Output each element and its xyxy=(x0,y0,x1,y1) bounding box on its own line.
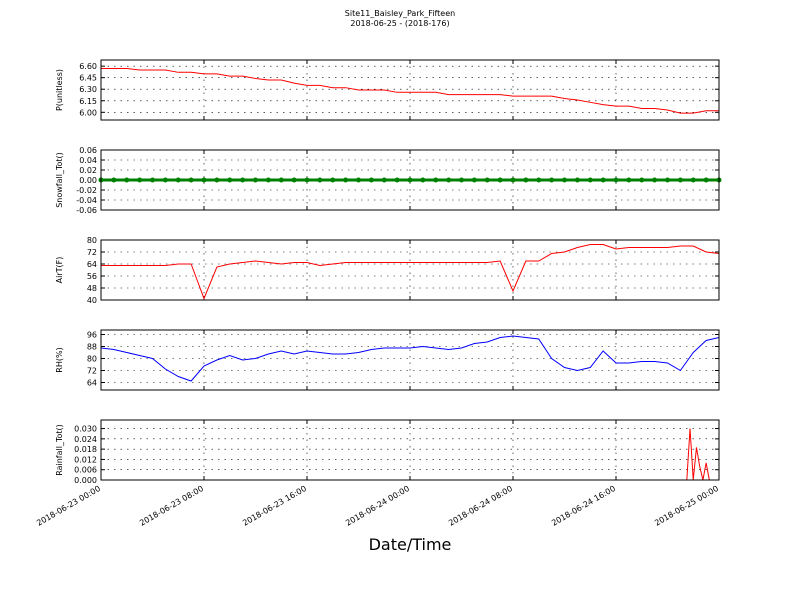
y-tick-label: 56 xyxy=(87,272,97,281)
data-line xyxy=(101,244,720,300)
y-tick-label: 88 xyxy=(87,343,97,352)
y-tick-label: 96 xyxy=(87,331,97,340)
y-tick-label: -0.02 xyxy=(76,186,97,195)
y-tick-label: 40 xyxy=(87,296,97,305)
data-point xyxy=(253,177,258,183)
data-point xyxy=(150,177,155,183)
data-point xyxy=(111,177,117,183)
data-point xyxy=(549,177,555,183)
data-point xyxy=(304,177,310,183)
y-axis-label: AirT(F) xyxy=(55,257,64,284)
data-point xyxy=(613,177,619,183)
data-point xyxy=(356,177,361,183)
data-point xyxy=(587,177,593,183)
plot-frame xyxy=(100,329,720,391)
plot-frame xyxy=(100,59,720,121)
y-tick-label: 0.012 xyxy=(74,455,97,464)
data-point xyxy=(407,177,413,183)
y-tick-label: 48 xyxy=(87,284,97,293)
data-line xyxy=(101,67,719,114)
data-point xyxy=(227,177,233,183)
data-point xyxy=(471,177,477,183)
data-point xyxy=(394,177,400,183)
plot-frame xyxy=(100,149,720,211)
data-point xyxy=(536,177,542,183)
data-point xyxy=(639,177,645,183)
y-axis-label: P(unitless) xyxy=(55,69,64,111)
data-point xyxy=(510,177,516,183)
data-point xyxy=(343,177,349,183)
y-tick-label: 6.00 xyxy=(79,108,97,117)
data-point xyxy=(265,177,271,183)
chart-subtitle: 2018-06-25 - (2018-176) xyxy=(350,19,449,28)
data-point xyxy=(690,177,696,183)
y-tick-label: 0.006 xyxy=(74,466,97,475)
data-point xyxy=(523,177,529,183)
x-axis-label: Date/Time xyxy=(369,535,452,554)
y-axis-label: Rainfall_Tot() xyxy=(55,424,64,476)
y-tick-label: 80 xyxy=(87,355,97,364)
y-axis-label: Snowfall_Tot() xyxy=(55,152,64,208)
data-point xyxy=(665,177,670,183)
data-point xyxy=(484,177,490,183)
data-point xyxy=(162,177,168,183)
y-tick-label: 72 xyxy=(87,248,97,257)
data-point xyxy=(497,177,503,183)
data-point xyxy=(459,177,464,183)
y-tick-label: 0.000 xyxy=(74,476,97,485)
data-point xyxy=(574,177,580,183)
data-point xyxy=(330,177,336,183)
y-tick-label: 0.00 xyxy=(79,176,97,185)
y-tick-label: 64 xyxy=(87,379,97,388)
y-tick-label: 0.02 xyxy=(79,166,97,175)
data-point xyxy=(420,177,426,183)
y-tick-label: 0.06 xyxy=(79,146,97,155)
data-point xyxy=(188,177,194,183)
data-point xyxy=(291,177,297,183)
y-tick-label: 72 xyxy=(87,367,97,376)
y-tick-label: 0.018 xyxy=(74,445,97,454)
data-point xyxy=(677,177,683,183)
y-tick-label: 80 xyxy=(87,236,97,245)
data-point xyxy=(433,177,439,183)
y-tick-label: 64 xyxy=(87,260,97,269)
data-line xyxy=(100,335,720,382)
data-point xyxy=(137,177,143,183)
plot-frame xyxy=(100,239,720,301)
data-point xyxy=(381,177,387,183)
y-tick-label: -0.06 xyxy=(76,206,97,215)
y-tick-label: 6.15 xyxy=(79,97,97,106)
data-point xyxy=(175,177,181,183)
y-tick-label: 0.04 xyxy=(79,156,97,165)
data-point xyxy=(652,177,658,183)
y-tick-label: 0.030 xyxy=(74,425,97,434)
data-point xyxy=(368,177,374,183)
data-point xyxy=(240,177,246,183)
plot-frame xyxy=(100,419,720,481)
data-point xyxy=(201,177,207,183)
y-tick-label: 6.30 xyxy=(79,85,97,94)
data-point xyxy=(214,177,220,183)
data-point xyxy=(626,177,632,183)
y-axis-label: RH(%) xyxy=(55,347,64,372)
data-point xyxy=(562,177,567,183)
data-point xyxy=(600,177,606,183)
y-tick-label: 6.45 xyxy=(79,74,97,83)
data-point xyxy=(446,177,452,183)
data-point xyxy=(278,177,284,183)
y-tick-label: -0.04 xyxy=(76,196,97,205)
data-point xyxy=(124,177,130,183)
y-tick-label: 0.024 xyxy=(74,435,97,444)
data-point xyxy=(317,177,323,183)
y-tick-label: 6.60 xyxy=(79,62,97,71)
data-point xyxy=(703,177,709,183)
chart-title: Site11_Baisley_Park_Fifteen xyxy=(345,9,455,18)
